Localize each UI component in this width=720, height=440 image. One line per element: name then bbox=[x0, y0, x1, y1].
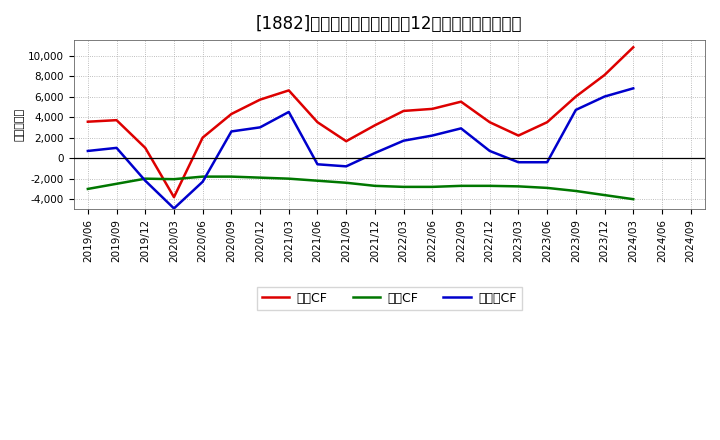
営業CF bbox=[600, 72, 609, 77]
フリーCF bbox=[543, 160, 552, 165]
営業CF bbox=[428, 106, 436, 111]
投資CF bbox=[456, 183, 465, 188]
投資CF bbox=[141, 176, 150, 181]
営業CF bbox=[572, 94, 580, 99]
投資CF bbox=[342, 180, 351, 185]
投資CF bbox=[170, 176, 179, 182]
Line: 投資CF: 投資CF bbox=[88, 176, 633, 199]
投資CF bbox=[400, 184, 408, 190]
投資CF bbox=[313, 178, 322, 183]
投資CF bbox=[428, 184, 436, 190]
フリーCF bbox=[198, 179, 207, 184]
営業CF bbox=[141, 145, 150, 150]
フリーCF bbox=[170, 206, 179, 211]
営業CF bbox=[629, 44, 637, 50]
投資CF bbox=[600, 192, 609, 198]
フリーCF bbox=[342, 164, 351, 169]
営業CF bbox=[371, 123, 379, 128]
フリーCF bbox=[629, 86, 637, 91]
Y-axis label: （百万円）: （百万円） bbox=[15, 108, 25, 141]
投資CF bbox=[256, 175, 264, 180]
営業CF bbox=[112, 117, 121, 123]
フリーCF bbox=[514, 160, 523, 165]
投資CF bbox=[198, 174, 207, 179]
営業CF bbox=[514, 133, 523, 138]
投資CF bbox=[284, 176, 293, 181]
投資CF bbox=[112, 181, 121, 187]
フリーCF bbox=[227, 129, 235, 134]
フリーCF bbox=[456, 126, 465, 131]
投資CF bbox=[572, 188, 580, 194]
フリーCF bbox=[600, 94, 609, 99]
投資CF bbox=[514, 184, 523, 189]
投資CF bbox=[371, 183, 379, 188]
投資CF bbox=[543, 185, 552, 191]
Legend: 営業CF, 投資CF, フリーCF: 営業CF, 投資CF, フリーCF bbox=[257, 287, 522, 310]
Line: 営業CF: 営業CF bbox=[88, 47, 633, 197]
営業CF bbox=[456, 99, 465, 104]
投資CF bbox=[227, 174, 235, 179]
フリーCF bbox=[141, 178, 150, 183]
投資CF bbox=[629, 197, 637, 202]
フリーCF bbox=[572, 107, 580, 113]
営業CF bbox=[543, 120, 552, 125]
営業CF bbox=[485, 120, 494, 125]
投資CF bbox=[485, 183, 494, 188]
フリーCF bbox=[485, 148, 494, 154]
営業CF bbox=[256, 97, 264, 102]
フリーCF bbox=[371, 150, 379, 156]
営業CF bbox=[342, 139, 351, 144]
営業CF bbox=[284, 88, 293, 93]
営業CF bbox=[227, 111, 235, 117]
投資CF bbox=[84, 186, 92, 191]
営業CF bbox=[198, 135, 207, 140]
フリーCF bbox=[400, 138, 408, 143]
フリーCF bbox=[84, 148, 92, 154]
フリーCF bbox=[112, 145, 121, 150]
Title: [1882]　キャッシュフローの12か月移動合計の推移: [1882] キャッシュフローの12か月移動合計の推移 bbox=[256, 15, 523, 33]
営業CF bbox=[84, 119, 92, 125]
フリーCF bbox=[284, 109, 293, 114]
営業CF bbox=[400, 108, 408, 114]
営業CF bbox=[170, 194, 179, 200]
フリーCF bbox=[428, 133, 436, 138]
フリーCF bbox=[313, 161, 322, 167]
フリーCF bbox=[256, 125, 264, 130]
営業CF bbox=[313, 120, 322, 125]
Line: フリーCF: フリーCF bbox=[88, 88, 633, 209]
